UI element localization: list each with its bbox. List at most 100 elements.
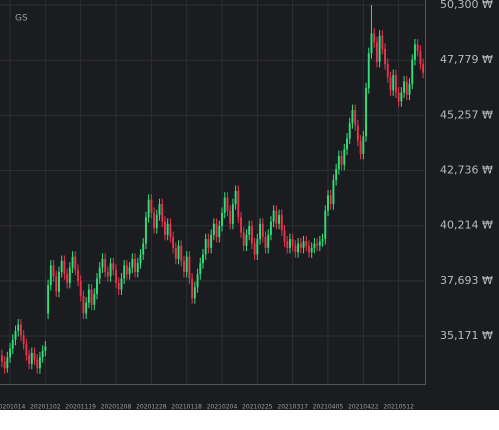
candle-body <box>128 267 131 275</box>
symbol-label: GS <box>15 14 28 24</box>
candle-body <box>14 331 17 340</box>
candle-body <box>381 35 384 49</box>
candle-body <box>117 282 120 290</box>
candle-body <box>196 274 199 288</box>
candle-body <box>9 348 12 358</box>
candle-body <box>87 289 90 303</box>
chart-background <box>0 0 499 410</box>
x-tick-label: 20201208 <box>101 404 132 411</box>
candle-body <box>392 75 395 91</box>
y-tick-label: 42,736 ₩ <box>440 164 493 177</box>
candle-body <box>150 199 153 213</box>
candle-body <box>147 199 150 218</box>
candle-body <box>33 352 36 360</box>
candle-body <box>199 263 202 275</box>
candle-body <box>131 258 134 268</box>
candle-body <box>378 35 381 62</box>
candle-body <box>362 136 365 154</box>
candle-body <box>90 289 93 305</box>
candle-body <box>136 263 139 272</box>
candle-body <box>49 265 52 286</box>
y-tick-label: 45,257 ₩ <box>440 108 493 121</box>
candle-body <box>337 156 340 170</box>
candle-body <box>77 269 79 281</box>
candle-body <box>218 226 221 237</box>
candle-body <box>291 239 294 246</box>
candle-body <box>242 232 245 246</box>
candle-body <box>60 261 63 272</box>
candle-body <box>30 352 33 364</box>
candle-body <box>403 81 406 93</box>
candle-body <box>98 267 101 279</box>
candle-body <box>212 223 215 235</box>
candle-body <box>411 59 414 84</box>
candle-body <box>250 226 253 244</box>
candle-body <box>172 236 175 248</box>
candle-body <box>394 75 397 93</box>
candle-body <box>375 42 378 62</box>
candle-body <box>237 191 240 218</box>
candle-body <box>22 335 25 345</box>
y-tick-label: 35,171 ₩ <box>440 329 493 342</box>
candle-body <box>106 271 109 277</box>
candle-body <box>351 110 354 124</box>
candle-body <box>223 197 226 213</box>
candle-body <box>419 50 422 65</box>
candle-body <box>286 241 289 248</box>
candle-body <box>215 223 218 237</box>
candle-body <box>185 256 188 272</box>
candle-body <box>202 254 204 264</box>
candle-body <box>174 247 177 259</box>
candle-body <box>413 44 416 60</box>
candle-body <box>17 324 20 332</box>
x-tick-label: 20210317 <box>277 404 308 411</box>
candle-body <box>354 110 357 126</box>
candle-body <box>275 210 278 224</box>
candle-body <box>310 247 313 253</box>
x-tick-label: 20201228 <box>136 404 167 411</box>
candle-body <box>221 212 223 227</box>
candle-body <box>177 245 180 259</box>
x-tick-label: 20201014 <box>0 404 26 411</box>
candle-body <box>373 33 376 43</box>
candle-body <box>261 223 264 237</box>
candle-body <box>169 223 172 237</box>
candle-body <box>308 245 310 253</box>
candle-body <box>226 197 229 211</box>
candle-body <box>153 212 156 229</box>
candle-body <box>144 217 147 244</box>
candle-body <box>191 278 194 299</box>
candle-body <box>400 92 403 102</box>
candle-body <box>96 278 98 294</box>
candle-body <box>109 263 112 277</box>
candle-body <box>367 53 370 89</box>
candle-body <box>253 243 256 255</box>
candle-body <box>316 243 319 246</box>
x-tick-label: 20210204 <box>207 404 238 411</box>
candle-body <box>297 243 300 253</box>
candle-body <box>405 81 408 95</box>
candle-body <box>155 215 158 229</box>
candle-body <box>269 221 272 235</box>
candles <box>0 5 425 374</box>
candle-body <box>329 195 332 205</box>
candle-body <box>166 223 169 235</box>
candle-body <box>188 256 191 279</box>
candle-body <box>356 125 359 141</box>
candle-body <box>28 355 31 364</box>
candle-body <box>125 265 128 275</box>
candle-body <box>101 258 104 268</box>
candle-body <box>324 210 327 240</box>
candle-body <box>305 241 308 246</box>
candle-body <box>422 64 425 73</box>
candle-body <box>134 258 137 272</box>
x-tick-label: 20201119 <box>65 404 96 411</box>
candle-body <box>163 221 166 235</box>
candle-body <box>313 243 316 248</box>
candle-body <box>343 149 346 165</box>
candle-body <box>123 265 126 279</box>
candle-body <box>44 346 47 351</box>
candle-body <box>207 239 210 248</box>
candle-body <box>183 261 185 272</box>
candle-body <box>19 324 22 336</box>
